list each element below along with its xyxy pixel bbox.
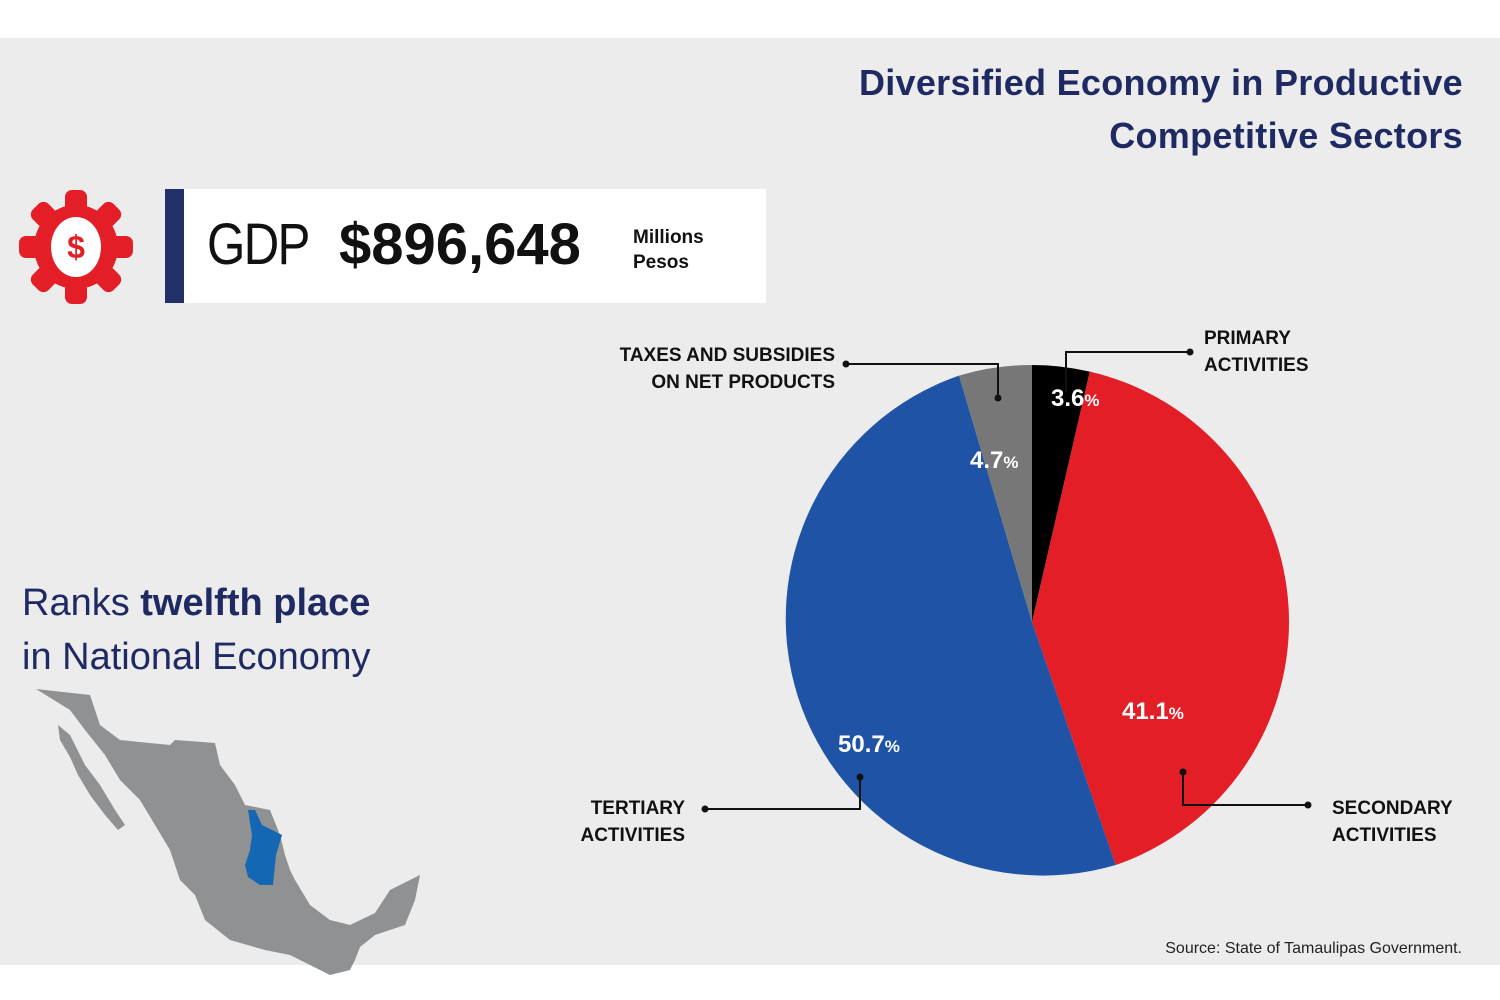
label-taxes-line-2: ON NET PRODUCTS xyxy=(651,372,835,393)
pct-tertiary: 50.7% xyxy=(838,731,900,759)
slice-secondary[interactable] xyxy=(1032,371,1289,865)
mexico-map-icon xyxy=(36,689,420,975)
ranking-line-1: Ranks twelfth place xyxy=(22,576,371,630)
label-tertiary: TERTIARY ACTIVITIES xyxy=(565,795,685,849)
pct-tertiary-value: 50.7 xyxy=(838,731,885,758)
ranking-text: Ranks twelfth place in National Economy xyxy=(22,576,371,684)
page-title: Diversified Economy in Productive Compet… xyxy=(859,56,1463,162)
pct-secondary: 41.1% xyxy=(1122,698,1184,726)
gdp-unit: Millions Pesos xyxy=(633,225,704,275)
title-line-1: Diversified Economy in Productive xyxy=(858,62,1463,103)
gdp-card: GDP $896,648 Millions Pesos xyxy=(165,189,766,303)
ranking-highlight: twelfth place xyxy=(140,582,371,624)
label-taxes-line-1: TAXES AND SUBSIDIES xyxy=(619,345,835,366)
label-taxes: TAXES AND SUBSIDIES ON NET PRODUCTS xyxy=(599,342,835,396)
label-primary-line-1: PRIMARY xyxy=(1204,328,1291,349)
pct-taxes-value: 4.7 xyxy=(970,447,1004,474)
pct-primary: 3.6% xyxy=(1051,385,1100,413)
source-note: Source: State of Tamaulipas Government. xyxy=(1165,940,1462,957)
label-primary-line-2: ACTIVITIES xyxy=(1204,355,1309,376)
pct-sign: % xyxy=(884,737,900,756)
pct-secondary-value: 41.1 xyxy=(1122,698,1169,725)
pct-sign: % xyxy=(1168,704,1184,723)
gdp-unit-line-2: Pesos xyxy=(633,252,689,273)
label-secondary: SECONDARY ACTIVITIES xyxy=(1332,795,1453,849)
pct-sign: % xyxy=(1003,453,1019,472)
ranking-prefix: Ranks xyxy=(22,582,130,624)
accent-bar xyxy=(165,189,184,303)
gear-dollar-icon: $ xyxy=(19,190,133,304)
slice-tertiary[interactable] xyxy=(785,375,1116,876)
pct-sign: % xyxy=(1084,391,1100,410)
ranking-line-2: in National Economy xyxy=(22,636,371,678)
slice-primary[interactable] xyxy=(1032,365,1090,622)
gdp-label: GDP xyxy=(207,212,310,277)
label-tertiary-line-2: ACTIVITIES xyxy=(580,825,685,846)
label-tertiary-line-1: TERTIARY xyxy=(590,798,685,819)
label-primary: PRIMARY ACTIVITIES xyxy=(1204,325,1309,379)
title-line-2: Competitive Sectors xyxy=(1109,115,1463,156)
gdp-value: $896,648 xyxy=(339,212,581,277)
pct-taxes: 4.7% xyxy=(970,447,1019,475)
svg-text:$: $ xyxy=(67,229,85,265)
pct-primary-value: 3.6 xyxy=(1051,385,1085,412)
label-secondary-line-2: ACTIVITIES xyxy=(1332,825,1437,846)
slice-taxes[interactable] xyxy=(959,365,1032,622)
label-secondary-line-1: SECONDARY xyxy=(1332,798,1453,819)
gdp-unit-line-1: Millions xyxy=(633,227,704,248)
